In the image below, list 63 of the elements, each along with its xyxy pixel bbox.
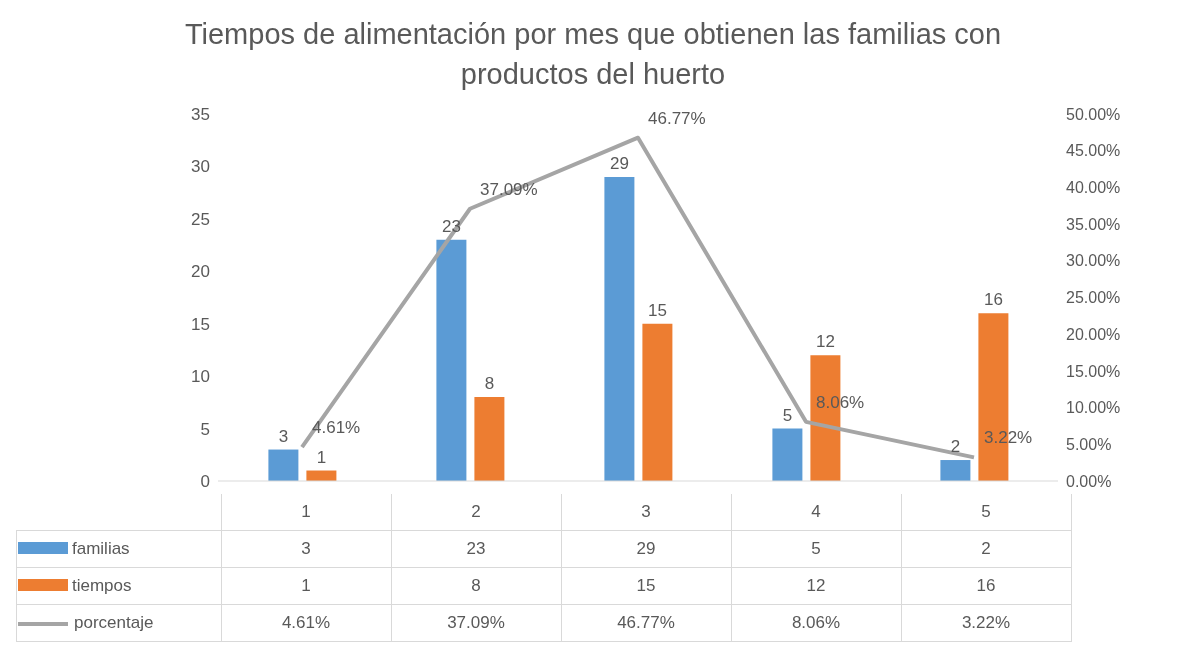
data-label: 2 — [901, 530, 1071, 568]
bar — [268, 449, 299, 481]
bar — [474, 397, 505, 481]
bar — [436, 239, 467, 481]
data-label: 1 — [221, 567, 391, 605]
legend-label: tiempos — [16, 567, 221, 605]
y2-tick-label: 45.00% — [1066, 142, 1121, 160]
y2-tick-label: 40.00% — [1066, 179, 1121, 197]
y2-tick-label: 5.00% — [1066, 435, 1112, 453]
data-label: 23 — [391, 530, 561, 568]
y-tick-label: 25 — [191, 209, 210, 229]
data-label: 37.09% — [391, 604, 561, 642]
x-tick-label: 2 — [391, 494, 561, 531]
y2-tick-label: 25.00% — [1066, 289, 1121, 307]
data-label: 16 — [901, 567, 1071, 605]
text: 3 — [278, 426, 289, 446]
text: 23 — [441, 216, 461, 236]
text: 12 — [815, 332, 835, 352]
data-label: 46.77% — [561, 604, 731, 642]
x-tick-label: 5 — [901, 494, 1071, 531]
chart-title: Tiempos de alimentación por mes que obtienen las familias con productos del huerto — [183, 17, 1003, 92]
bar — [940, 460, 971, 481]
data-label: 3.22% — [901, 604, 1071, 642]
text: 4.61% — [312, 418, 361, 438]
text: 5 — [782, 405, 793, 425]
y-tick-label: 0 — [200, 472, 210, 492]
bar — [604, 176, 635, 481]
data-label: 15 — [561, 567, 731, 605]
y-tick-label: 20 — [191, 262, 210, 282]
legend-label: porcentaje — [16, 604, 221, 642]
y2-tick-label: 0.00% — [1066, 472, 1112, 490]
y2-tick-label: 15.00% — [1066, 362, 1121, 380]
text: 16 — [983, 290, 1003, 310]
text: 46.77% — [648, 108, 706, 128]
data-label: 8.06% — [731, 604, 901, 642]
y2-tick-label: 50.00% — [1066, 105, 1121, 123]
data-label: 29 — [561, 530, 731, 568]
x-tick-label: 1 — [221, 494, 391, 531]
y2-tick-label: 10.00% — [1066, 399, 1121, 417]
data-label: 4.61% — [221, 604, 391, 642]
y-tick-label: 30 — [191, 157, 210, 177]
text: 29 — [609, 153, 629, 173]
text: 15 — [647, 300, 667, 320]
data-label: 12 — [731, 567, 901, 605]
y2-tick-label: 30.00% — [1066, 252, 1121, 270]
x-tick-label: 3 — [561, 494, 731, 531]
y2-tick-label: 35.00% — [1066, 215, 1121, 233]
y-tick-label: 5 — [200, 419, 210, 439]
data-label: 3 — [221, 530, 391, 568]
text: 2 — [950, 437, 961, 457]
y2-tick-label: 20.00% — [1066, 325, 1121, 343]
y-tick-label: 15 — [191, 314, 210, 334]
y-tick-label: 10 — [191, 367, 210, 387]
bar — [772, 428, 803, 481]
bar — [642, 323, 673, 481]
x-tick-label: 4 — [731, 494, 901, 531]
text: 1 — [316, 447, 327, 467]
data-label: 8 — [391, 567, 561, 605]
data-label: 5 — [731, 530, 901, 568]
text: 8 — [484, 374, 495, 394]
legend-label: familias — [16, 530, 221, 568]
text: 37.09% — [480, 179, 538, 199]
y-tick-label: 35 — [191, 105, 210, 125]
